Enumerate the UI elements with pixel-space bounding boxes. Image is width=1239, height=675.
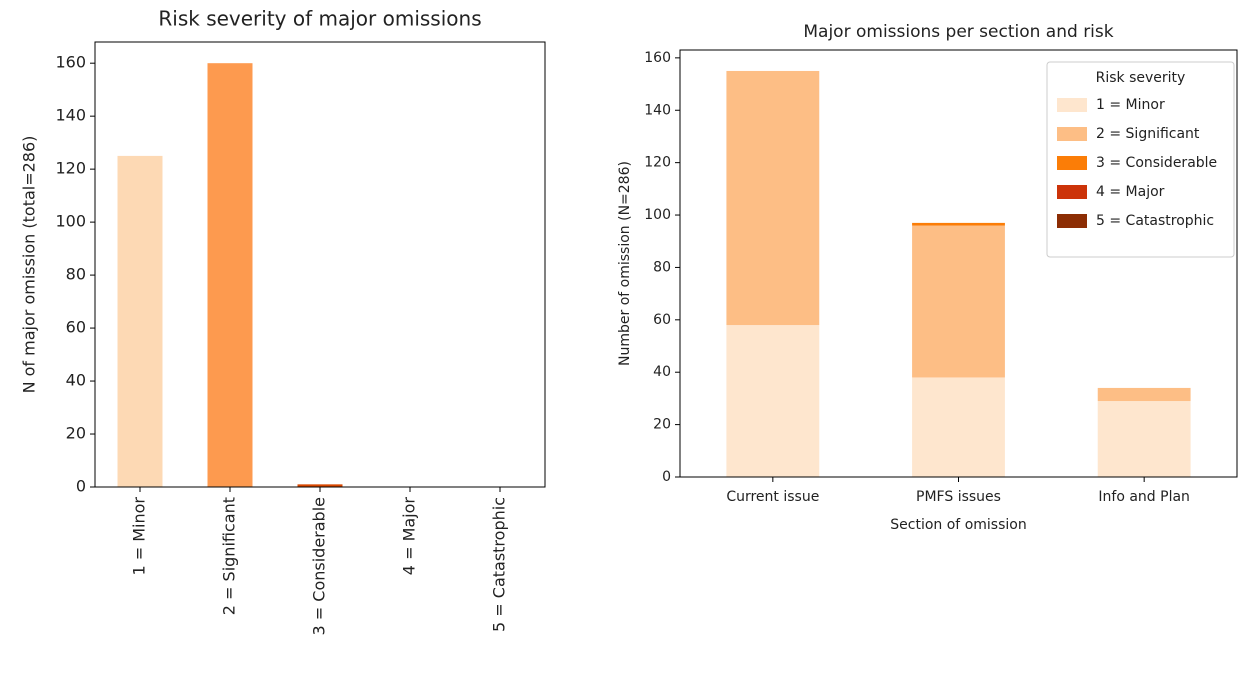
bar-segment: [1097, 387, 1191, 402]
chart-title: Major omissions per section and risk: [803, 22, 1113, 42]
bar: [207, 63, 253, 487]
y-tick-label: 60: [66, 318, 86, 337]
legend-label: 3 = Considerable: [1096, 155, 1217, 171]
y-tick-label: 160: [55, 53, 86, 72]
bar: [117, 155, 163, 487]
bar-segment: [912, 225, 1005, 378]
chart-title: Risk severity of major omissions: [158, 7, 481, 31]
bar-segment: [726, 70, 820, 326]
legend-swatch: [1057, 127, 1087, 141]
y-tick-label: 100: [55, 212, 86, 231]
y-tick-label: 0: [662, 469, 671, 485]
x-tick-label: Current issue: [726, 489, 819, 505]
legend-box: [1046, 61, 1235, 258]
y-tick-label: 20: [66, 424, 86, 443]
x-tick-label: 3 = Considerable: [310, 497, 329, 635]
plot-frame: [94, 41, 546, 488]
legend-swatch: [1057, 156, 1087, 170]
legend-swatch: [1057, 214, 1087, 228]
x-axis-label: Section of omission: [890, 517, 1026, 533]
legend-swatch: [1057, 185, 1087, 199]
y-tick-label: 40: [66, 371, 86, 390]
y-tick-label: 120: [55, 159, 86, 178]
y-tick-label: 140: [644, 102, 671, 118]
y-axis-label: Number of omission (N=286): [617, 161, 633, 366]
legend-label: 5 = Catastrophic: [1096, 213, 1214, 229]
y-tick-label: 160: [644, 50, 671, 66]
legend-label: 1 = Minor: [1096, 97, 1165, 113]
y-tick-label: 80: [653, 259, 671, 275]
y-tick-label: 120: [644, 155, 671, 171]
legend-label: 4 = Major: [1096, 184, 1165, 200]
y-tick-label: 140: [55, 106, 86, 125]
bar-segment: [1097, 401, 1191, 477]
y-tick-label: 100: [644, 207, 671, 223]
y-tick-label: 40: [653, 364, 671, 380]
legend-label: 2 = Significant: [1096, 126, 1200, 142]
x-tick-label: 4 = Major: [400, 497, 419, 576]
legend-swatch: [1057, 98, 1087, 112]
y-tick-label: 0: [76, 477, 86, 496]
y-axis-label: N of major omission (total=286): [20, 136, 39, 394]
plot-frame: [679, 49, 1238, 478]
x-tick-label: 2 = Significant: [220, 497, 239, 615]
x-tick-label: Info and Plan: [1098, 489, 1190, 505]
y-tick-label: 20: [653, 417, 671, 433]
y-tick-label: 80: [66, 265, 86, 284]
bar-segment: [726, 325, 820, 477]
bar-segment: [912, 377, 1005, 477]
legend-title: Risk severity: [1096, 70, 1186, 86]
x-tick-label: PMFS issues: [916, 489, 1001, 505]
bar: [297, 484, 343, 487]
y-tick-label: 60: [653, 312, 671, 328]
bar-segment: [912, 222, 1005, 226]
x-tick-label: 5 = Catastrophic: [490, 497, 509, 632]
x-tick-label: 1 = Minor: [130, 497, 149, 576]
